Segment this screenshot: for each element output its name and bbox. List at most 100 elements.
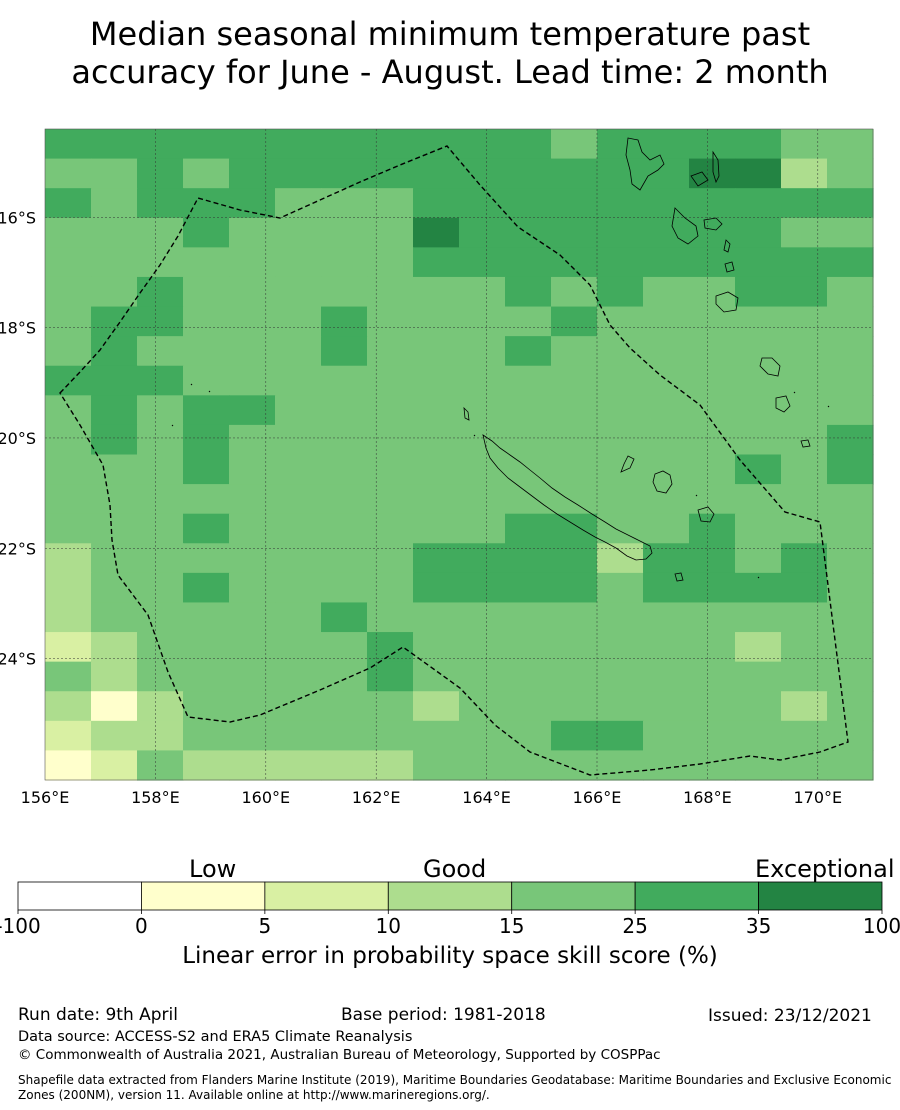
- colorbar-segment: [387, 881, 513, 911]
- grid-cell: [137, 336, 184, 367]
- grid-cell: [551, 306, 598, 337]
- grid-cell: [367, 543, 414, 574]
- grid-cell: [781, 129, 828, 160]
- grid-cell: [827, 720, 874, 752]
- grid-cell: [229, 306, 276, 337]
- grid-cell: [183, 158, 230, 189]
- grid-cell: [689, 129, 736, 160]
- colorbar-tick-label: 10: [376, 914, 401, 938]
- grid-cell: [643, 691, 690, 722]
- grid-cell: [643, 188, 690, 219]
- grid-cell: [321, 750, 368, 781]
- grid-cell: [91, 217, 138, 248]
- grid-cell: [827, 188, 874, 219]
- grid-cell: [827, 247, 874, 278]
- grid-cell: [827, 217, 874, 248]
- grid-cell: [689, 395, 736, 426]
- grid-cell: [229, 750, 276, 781]
- grid-cell: [735, 632, 782, 663]
- grid-cell: [551, 691, 598, 722]
- grid-cell: [321, 217, 368, 248]
- grid-cell: [137, 129, 184, 160]
- grid-cell: [229, 247, 276, 278]
- grid-cell: [91, 395, 138, 426]
- grid-cell: [597, 336, 644, 367]
- grid-cell: [183, 454, 230, 485]
- grid-cell: [551, 188, 598, 219]
- grid-cell: [367, 454, 414, 485]
- grid-cell: [45, 395, 92, 426]
- grid-cell: [597, 484, 644, 515]
- grid-cell: [183, 247, 230, 278]
- graticule: [45, 129, 873, 780]
- grid-cell: [91, 188, 138, 219]
- grid-cell: [137, 484, 184, 515]
- grid-cell: [735, 424, 782, 456]
- grid-cell: [505, 661, 552, 692]
- grid-cell: [229, 365, 276, 396]
- grid-cell: [91, 454, 138, 485]
- grid-cell: [91, 661, 138, 692]
- grid-cell: [275, 276, 322, 308]
- grid-cell: [367, 691, 414, 722]
- grid-cell: [321, 661, 368, 692]
- lon-tick-label: 168°E: [683, 788, 732, 807]
- grid-cell: [137, 454, 184, 485]
- grid-cell: [45, 572, 92, 604]
- colorbar-tick-label: 0: [135, 914, 148, 938]
- grid-cell: [367, 395, 414, 426]
- grid-cell: [781, 395, 828, 426]
- grid-cell: [413, 158, 460, 189]
- grid-cell: [137, 661, 184, 692]
- grid-cell: [505, 365, 552, 396]
- grid-cell: [505, 247, 552, 278]
- grid-cell: [689, 365, 736, 396]
- grid-cell: [597, 572, 644, 604]
- grid-cell: [643, 217, 690, 248]
- grid-cell: [413, 661, 460, 692]
- grid-cell: [275, 188, 322, 219]
- grid-cell: [781, 217, 828, 248]
- grid-cell: [551, 750, 598, 781]
- grid-cell: [321, 158, 368, 189]
- grid-cell: [827, 543, 874, 574]
- grid-cell: [735, 365, 782, 396]
- grid-cell: [689, 454, 736, 485]
- grid-cell: [367, 276, 414, 308]
- grid-cell: [229, 129, 276, 160]
- grid-cell: [689, 336, 736, 367]
- grid-cell: [551, 454, 598, 485]
- grid-cell: [183, 217, 230, 248]
- chart-title-line-2: accuracy for June - August. Lead time: 2…: [71, 53, 829, 91]
- grid-cell: [183, 424, 230, 456]
- grid-cell: [45, 543, 92, 574]
- colorbar-tick-label: 100: [863, 914, 900, 938]
- grid-cell: [459, 661, 506, 692]
- grid-cell: [735, 720, 782, 752]
- vanuatu-efate: [715, 291, 739, 313]
- grid-cell: [183, 750, 230, 781]
- grid-cell: [367, 336, 414, 367]
- grid-cell: [45, 691, 92, 722]
- grid-cell: [551, 129, 598, 160]
- colorbar-tick-label: 5: [258, 914, 271, 938]
- grid-cell: [735, 750, 782, 781]
- coastlines: [171, 137, 830, 582]
- grid-cell: [643, 543, 690, 574]
- grid-cell: [689, 632, 736, 663]
- grid-cell: [321, 365, 368, 396]
- grid-cell: [827, 602, 874, 633]
- grid-cell: [505, 395, 552, 426]
- grid-cell: [367, 632, 414, 663]
- grid-cell: [45, 661, 92, 692]
- grid-cell: [735, 661, 782, 692]
- grid-cell: [137, 217, 184, 248]
- grid-cell: [321, 720, 368, 752]
- grid-cell: [45, 632, 92, 663]
- grid-cell: [413, 572, 460, 604]
- grid-cell: [183, 188, 230, 219]
- grid-cell: [367, 661, 414, 692]
- grid-cell: [735, 602, 782, 633]
- grid-cell: [827, 306, 874, 337]
- grid-cell: [505, 188, 552, 219]
